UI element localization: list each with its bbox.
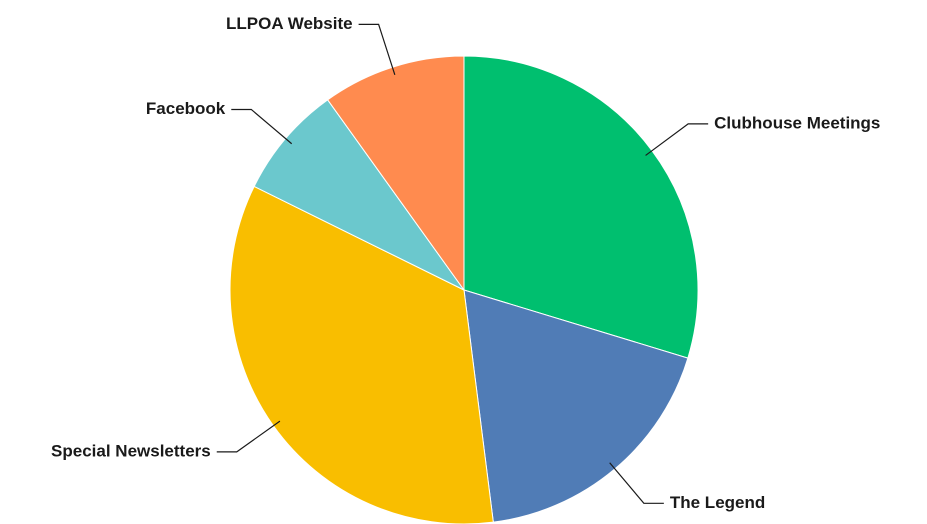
slice-label: Clubhouse Meetings <box>714 113 880 132</box>
slice-label: Facebook <box>146 99 226 118</box>
leader-line <box>231 108 293 145</box>
leader-line <box>645 123 709 156</box>
slice-label: Special Newsletters <box>51 441 211 460</box>
leader-line <box>609 462 664 504</box>
leader-line <box>358 23 396 76</box>
slice-label: LLPOA Website <box>226 14 353 33</box>
leader-line <box>216 420 281 453</box>
slice-label: The Legend <box>670 493 765 512</box>
